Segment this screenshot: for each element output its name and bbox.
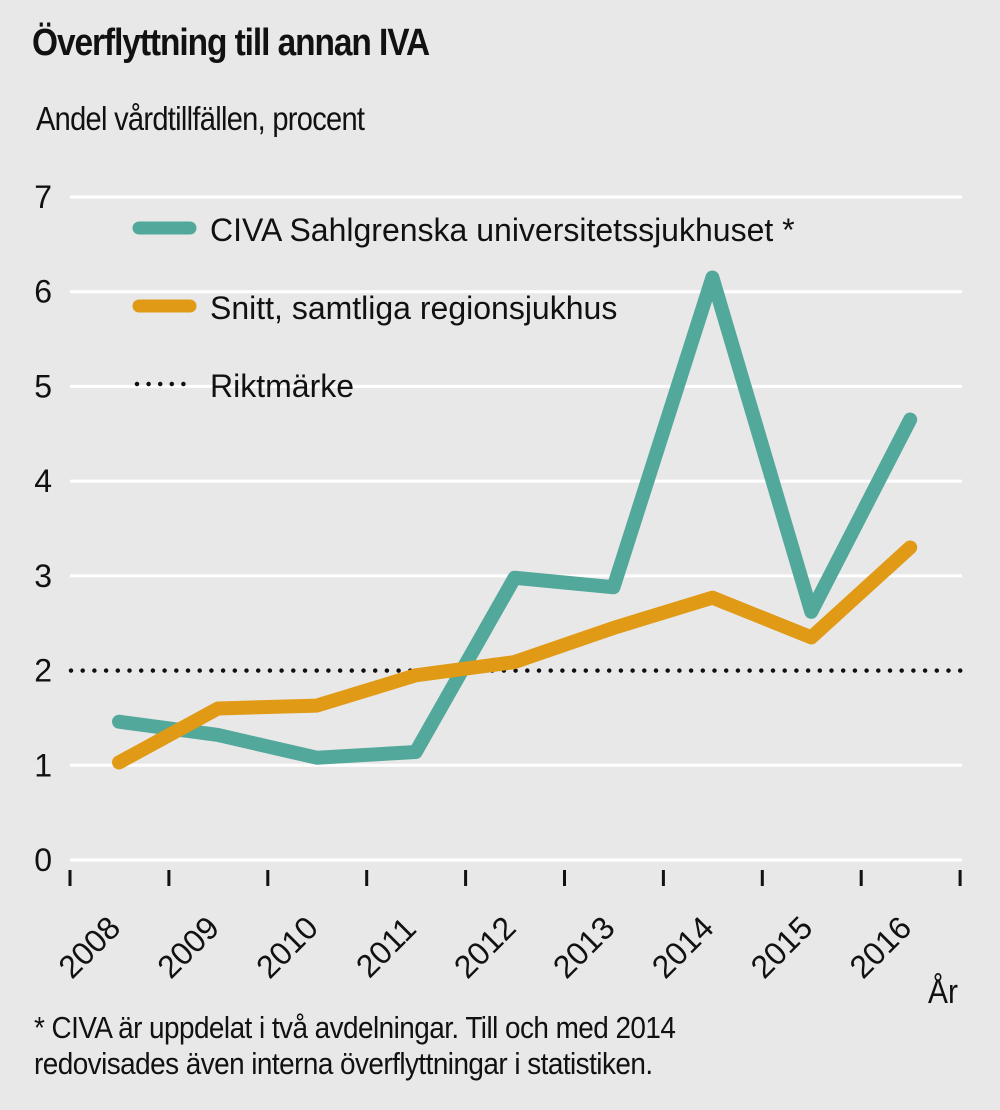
x-tick-label: 2012 [447,909,523,985]
x-tick-label: 2014 [645,909,721,985]
legend-label: Snitt, samtliga regionsjukhus [210,290,617,326]
x-tick-label: 2009 [150,909,226,985]
x-tick-label: 2013 [546,909,622,985]
y-tick-label: 1 [34,747,52,783]
legend-label: Riktmärke [210,368,354,404]
y-tick-label: 4 [34,463,52,499]
x-tick-label: 2011 [349,910,423,984]
x-tick-label: 2016 [843,909,919,985]
x-axis-label: År [928,973,958,1011]
chart-title: Överflyttning till annan IVA [32,22,430,64]
x-tick-label: 2015 [744,909,820,985]
footnote-line-2: redovisades även interna överflyttningar… [34,1046,653,1081]
x-tick-label: 2008 [51,909,127,985]
y-tick-label: 2 [34,653,52,689]
footnote: * CIVA är uppdelat i två avdelningar. Ti… [34,1010,676,1082]
footnote-line-1: * CIVA är uppdelat i två avdelningar. Ti… [34,1010,676,1045]
legend-label: CIVA Sahlgrenska universitetssjukhuset * [210,212,795,248]
y-tick-label: 3 [34,558,52,594]
y-tick-label: 0 [34,842,52,878]
y-tick-label: 6 [34,274,52,310]
y-tick-label: 5 [34,368,52,404]
x-tick-label: 2010 [249,909,325,985]
y-axis-label: Andel vårdtillfällen, procent [36,100,365,137]
y-tick-label: 7 [34,179,52,215]
series-line-civa-sahlgrenska [112,270,918,765]
